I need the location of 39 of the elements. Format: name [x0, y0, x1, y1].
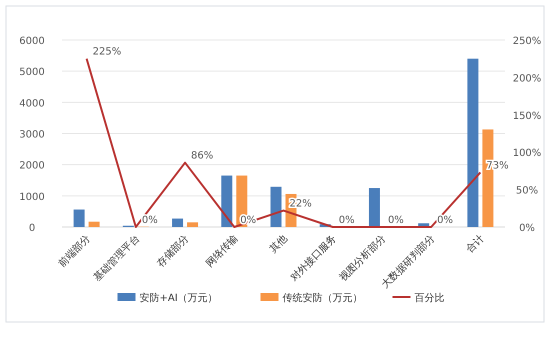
- y-tick-label: 3000: [19, 130, 45, 140]
- bar: [270, 186, 282, 227]
- x-tick-label: 存储部分: [154, 232, 192, 270]
- y2-tick-label: 250%: [512, 36, 542, 47]
- y2-tick-label: 200%: [512, 73, 542, 84]
- line-series: [86, 58, 482, 228]
- y-tick-label: 1000: [19, 192, 45, 203]
- bar: [74, 210, 85, 227]
- x-tick-label: 基础管理平台: [91, 232, 142, 284]
- x-tick-label: 对外接口服务: [288, 232, 339, 284]
- legend-label: 安防+AI（万元）: [140, 292, 218, 304]
- data-label: 0%: [388, 215, 404, 226]
- y-tick-label: 0: [28, 223, 36, 234]
- x-tick-label: 合计: [464, 232, 487, 256]
- bar: [187, 222, 198, 227]
- y2-tick-label: 100%: [512, 148, 542, 160]
- bar: [221, 176, 232, 227]
- data-label: 0%: [240, 215, 256, 226]
- bar: [172, 218, 184, 227]
- data-label: 0%: [437, 215, 454, 226]
- data-label: 225%: [92, 46, 122, 58]
- legend-label: 百分比: [414, 292, 444, 304]
- data-label: 0%: [338, 215, 355, 226]
- y2-tick-label: 50%: [516, 186, 538, 197]
- bar: [368, 188, 380, 227]
- y-tick-label: 5000: [19, 67, 45, 78]
- legend-label: 传统安防（万元）: [282, 292, 362, 304]
- y2-tick-label: 0%: [519, 223, 535, 234]
- data-label: 0%: [142, 215, 158, 226]
- data-label: 86%: [191, 150, 214, 162]
- y-tick-label: 6000: [19, 36, 45, 47]
- bar: [467, 58, 478, 227]
- y-tick-label: 2000: [19, 160, 45, 172]
- x-tick-label: 网络传输: [204, 232, 240, 270]
- x-tick-label: 前端部分: [56, 232, 93, 270]
- y-tick-label: 4000: [19, 98, 45, 110]
- x-tick-label: 其他: [266, 232, 290, 256]
- bar: [88, 222, 100, 227]
- y2-tick-label: 150%: [512, 110, 542, 122]
